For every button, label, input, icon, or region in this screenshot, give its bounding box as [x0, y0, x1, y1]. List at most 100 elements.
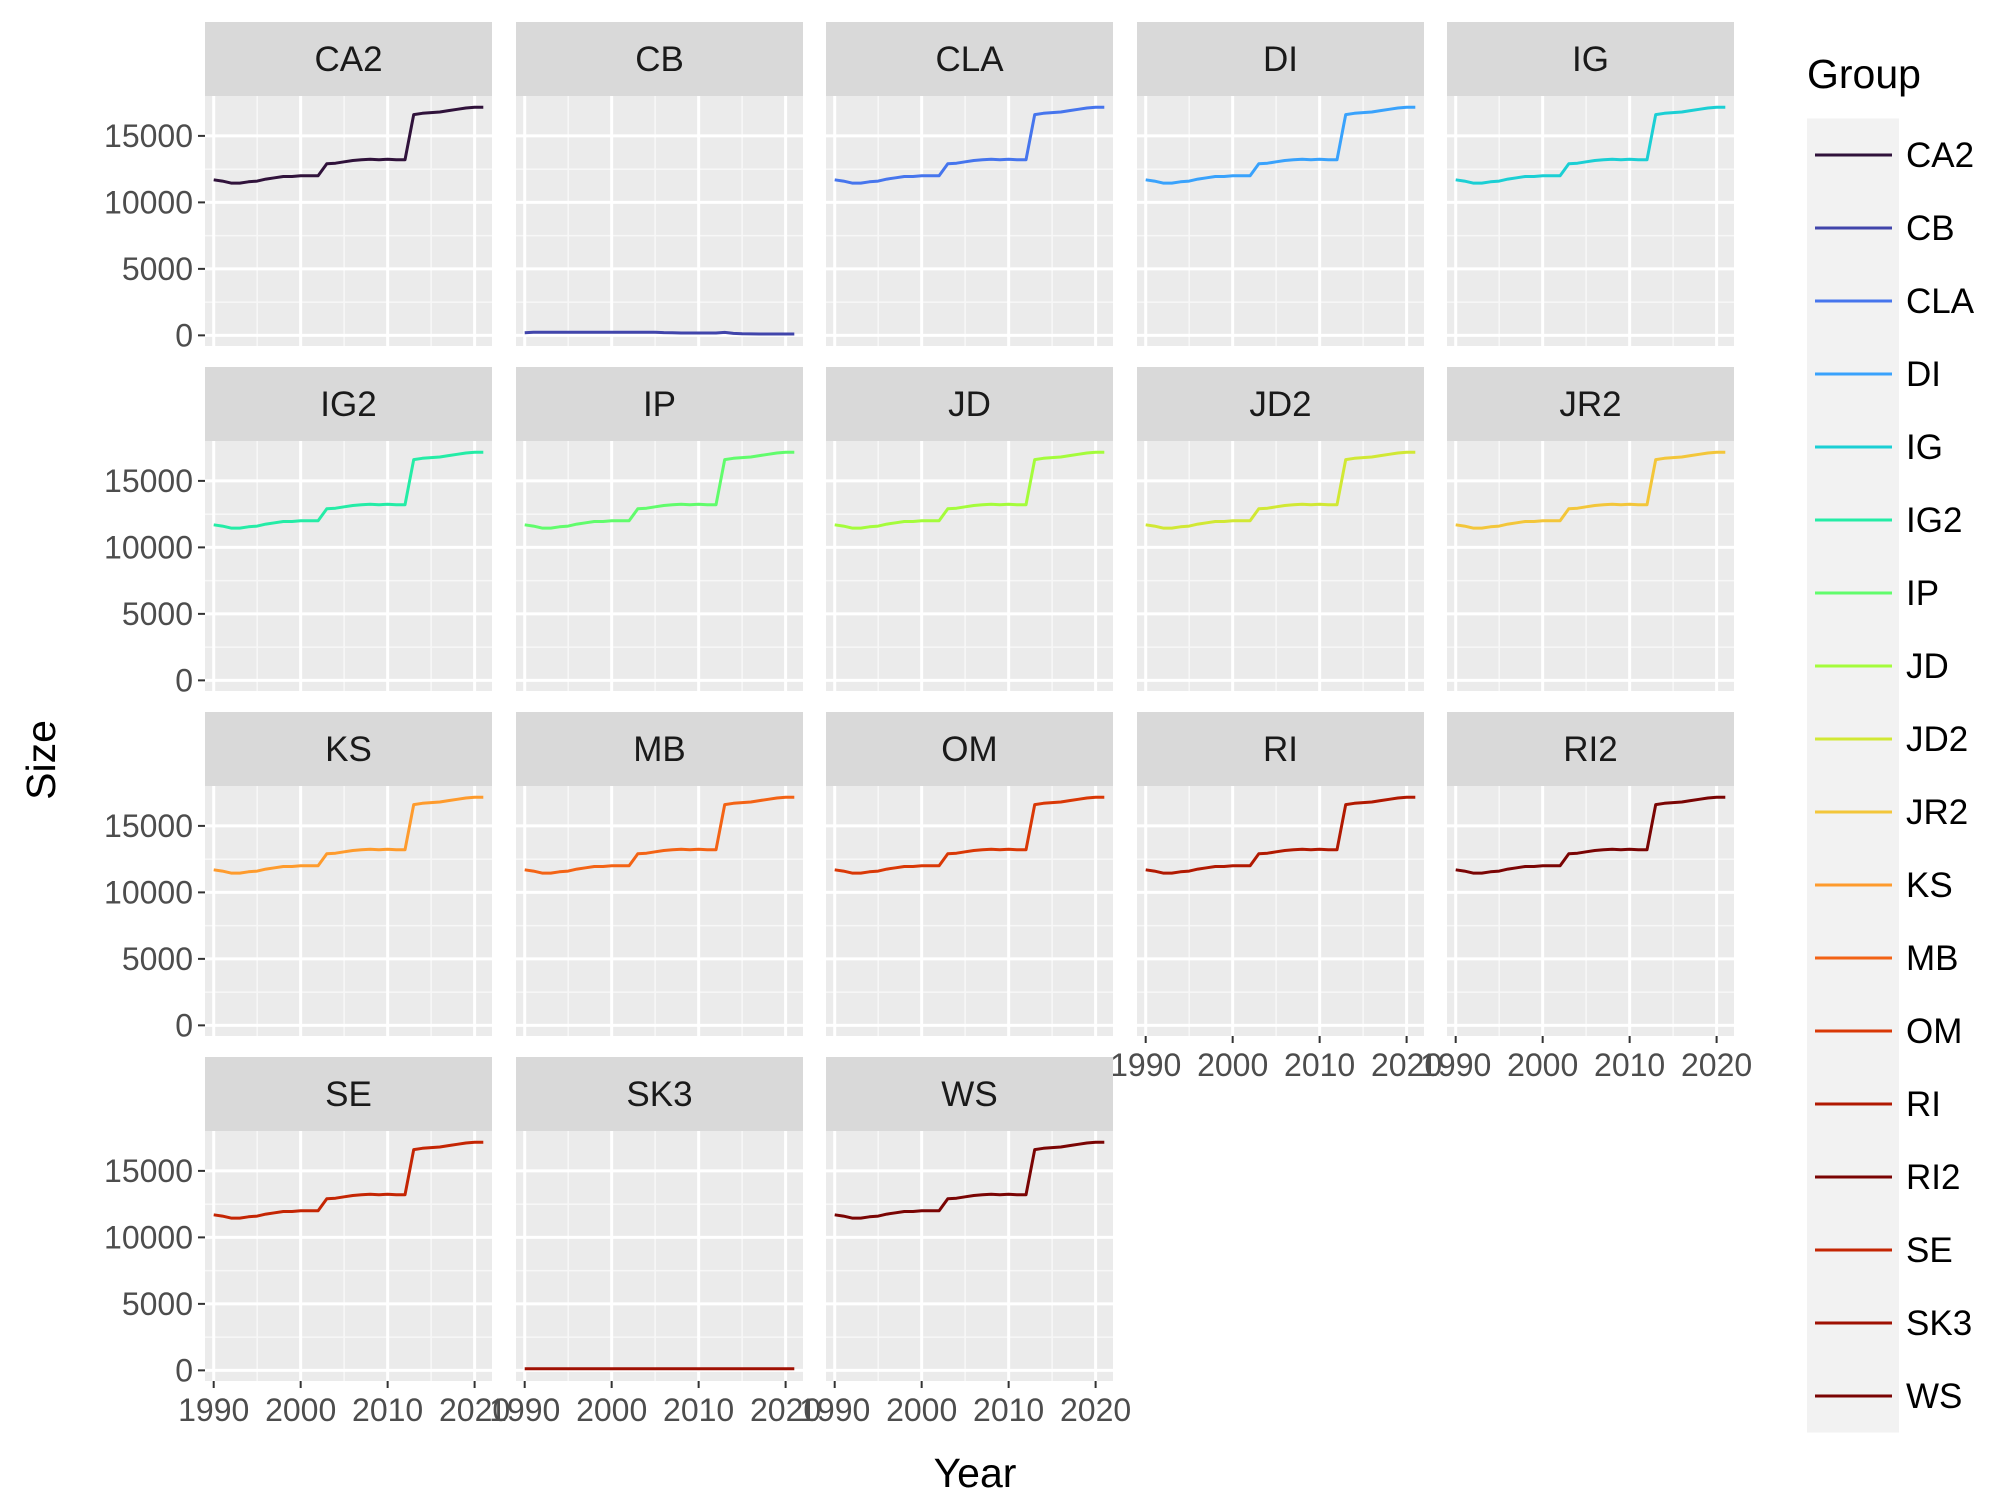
y-tick-label: 0 [175, 317, 193, 353]
panel-background [1447, 96, 1734, 346]
series-line-om [834, 795, 1105, 875]
facet-strip [1137, 712, 1424, 786]
facet-strip [205, 712, 492, 786]
legend-label: SK3 [1906, 1304, 1972, 1343]
x-tick-label: 1990 [799, 1392, 870, 1428]
x-tick-label: 2000 [886, 1392, 957, 1428]
y-tick-label: 0 [175, 662, 193, 698]
panel-background [516, 441, 803, 691]
panel-background [205, 786, 492, 1036]
series-line-se [213, 1140, 484, 1220]
legend-item: JR2 [1815, 793, 1968, 832]
legend-item: RI [1815, 1085, 1941, 1124]
y-tick-label: 0 [175, 1007, 193, 1043]
panel-background [1137, 786, 1424, 1036]
y-tick-label: 10000 [104, 184, 193, 220]
facet-strip-label: MB [633, 730, 686, 769]
x-tick-label: 2020 [1681, 1047, 1752, 1083]
x-tick-label: 1990 [489, 1392, 560, 1428]
y-tick-label: 5000 [122, 1286, 193, 1322]
legend: Group CA2 CB CLA DI IG IG2 IP JD JD2 JR2 KS MB OM RI RI… [1807, 51, 1975, 1433]
legend-item: KS [1815, 866, 1953, 905]
panel-background [205, 1131, 492, 1381]
legend-label: OM [1906, 1012, 1962, 1051]
facet-panel: IG [1447, 22, 1734, 346]
series-line-ip [524, 450, 795, 530]
facet-panel: SK3 1990 2000 2010 2020 [489, 1057, 821, 1428]
legend-item: CLA [1815, 282, 1975, 321]
facet-strip-label: RI [1263, 730, 1298, 769]
facet-strip [826, 712, 1113, 786]
panel-background [826, 96, 1113, 346]
facet-panel: JD [826, 367, 1113, 691]
series-line-ws [834, 1140, 1105, 1220]
facet-strip-label: KS [325, 730, 372, 769]
y-tick-label: 15000 [104, 463, 193, 499]
panel-background [205, 441, 492, 691]
legend-item: IG2 [1815, 501, 1962, 540]
legend-item: WS [1815, 1377, 1962, 1416]
panel-background [1137, 96, 1424, 346]
panel-background [1137, 441, 1424, 691]
facet-strip [205, 22, 492, 96]
facet-strip-label: IG [1572, 40, 1609, 79]
x-tick-label: 2010 [1284, 1047, 1355, 1083]
panel-background [205, 96, 492, 346]
x-tick-label: 1990 [178, 1392, 249, 1428]
facet-panel: RI2 1990 2000 2010 2020 [1420, 712, 1752, 1083]
legend-label: SE [1906, 1231, 1953, 1270]
x-tick-label: 1990 [1420, 1047, 1491, 1083]
facet-panel: MB [516, 712, 803, 1036]
legend-label: IG [1906, 428, 1943, 467]
x-tick-label: 2010 [973, 1392, 1044, 1428]
facet-strip-label: JD [948, 385, 991, 424]
facet-strip [1447, 712, 1734, 786]
y-tick-label: 15000 [104, 118, 193, 154]
y-tick-label: 5000 [122, 596, 193, 632]
panel-background [516, 96, 803, 346]
panel-background [516, 786, 803, 1036]
facet-strip-label: SE [325, 1075, 372, 1114]
series-line-ks [213, 795, 484, 875]
facet-panel: JD2 [1137, 367, 1424, 691]
facet-strip [826, 1057, 1113, 1131]
x-tick-label: 2020 [1060, 1392, 1131, 1428]
facet-strip-label: RI2 [1563, 730, 1617, 769]
facet-panel: RI 1990 2000 2010 2020 [1110, 712, 1442, 1083]
facet-panel: JR2 [1447, 367, 1734, 691]
legend-item: IG [1815, 428, 1943, 467]
facet-strip [205, 1057, 492, 1131]
x-tick-label: 2010 [1594, 1047, 1665, 1083]
facet-panel: SE 0 5000 10000 15000 1990 2000 2010 2020 [104, 1057, 510, 1428]
facet-strip [826, 22, 1113, 96]
facet-strip-label: CB [635, 40, 684, 79]
legend-item: DI [1815, 355, 1941, 394]
legend-item: IP [1815, 574, 1939, 613]
legend-item: RI2 [1815, 1158, 1960, 1197]
y-tick-label: 10000 [104, 874, 193, 910]
series-line-mb [524, 795, 795, 875]
x-tick-label: 2020 [750, 1392, 821, 1428]
facet-strip-label: CLA [935, 40, 1004, 79]
y-tick-label: 0 [175, 1352, 193, 1388]
facet-strip [1447, 367, 1734, 441]
x-tick-label: 2000 [1507, 1047, 1578, 1083]
legend-label: IP [1906, 574, 1939, 613]
y-tick-label: 5000 [122, 251, 193, 287]
facet-panel: CB [516, 22, 803, 346]
facet-strip [1137, 367, 1424, 441]
legend-label: RI [1906, 1085, 1941, 1124]
y-tick-label: 5000 [122, 941, 193, 977]
x-tick-label: 1990 [1110, 1047, 1181, 1083]
facet-strip [1447, 22, 1734, 96]
facet-panel: WS 1990 2000 2010 2020 [799, 1057, 1131, 1428]
facet-panel: KS 0 5000 10000 15000 [104, 712, 492, 1043]
facet-strip [205, 367, 492, 441]
legend-label: CB [1906, 209, 1955, 248]
facet-strip [516, 367, 803, 441]
series-line-jd [834, 450, 1105, 530]
y-tick-label: 10000 [104, 529, 193, 565]
facet-panel: OM [826, 712, 1113, 1036]
legend-title: Group [1807, 51, 1921, 97]
